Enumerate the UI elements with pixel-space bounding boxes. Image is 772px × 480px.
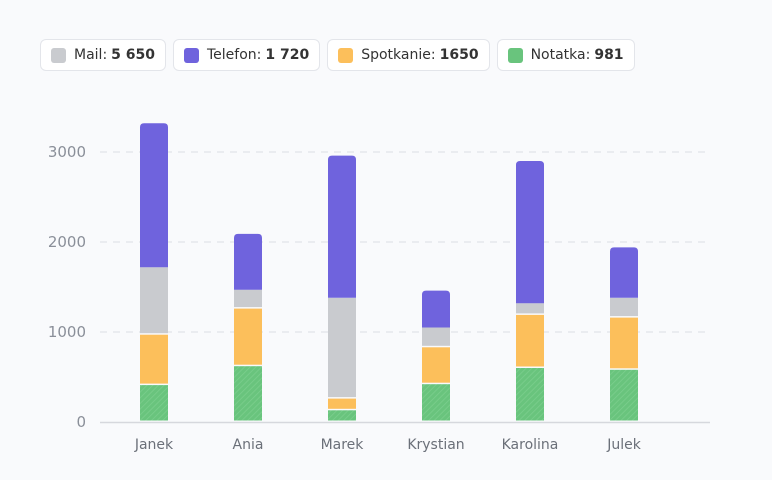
legend-item-telefon[interactable]: Telefon: 1 720	[173, 39, 321, 71]
bar-segment-notatka	[234, 366, 262, 421]
legend-item-mail[interactable]: Mail: 5 650	[40, 39, 166, 71]
legend-label: Spotkanie:	[361, 47, 436, 63]
bar-segment-mail	[234, 289, 262, 308]
x-category-label: Julek	[606, 437, 642, 453]
x-category-label: Krystian	[407, 437, 464, 453]
bar-segment-telefon	[610, 247, 638, 298]
bar-segment-notatka	[422, 384, 450, 421]
legend-label: Mail:	[74, 47, 108, 63]
bar-segment-mail	[610, 297, 638, 317]
legend-label: Telefon:	[207, 47, 262, 63]
mail-swatch	[51, 47, 66, 63]
y-tick-label: 0	[76, 413, 86, 431]
bar-segment-spotkanie	[140, 334, 168, 384]
bar-segment-spotkanie	[422, 347, 450, 383]
bar-segment-mail	[516, 303, 544, 314]
bar-segment-spotkanie	[516, 314, 544, 367]
spotkanie-swatch	[338, 47, 354, 63]
legend-item-spotkanie[interactable]: Spotkanie: 1650	[327, 39, 490, 71]
bar-segment-telefon	[422, 290, 450, 328]
bar-segment-notatka	[140, 385, 168, 421]
bar-segment-spotkanie	[610, 317, 638, 369]
bar-segment-telefon	[234, 233, 262, 290]
x-category-label: Karolina	[502, 437, 559, 453]
x-category-label: Ania	[233, 437, 264, 453]
legend-value: 1650	[439, 47, 479, 63]
legend-value: 1 720	[265, 47, 310, 63]
bar-segment-telefon	[328, 155, 356, 298]
legend-label: Notatka:	[530, 47, 591, 63]
legend-item-notatka[interactable]: Notatka: 981	[496, 39, 635, 71]
bar-segment-telefon	[516, 161, 544, 304]
y-tick-label: 3000	[48, 143, 86, 161]
bar-segment-notatka	[328, 410, 356, 421]
x-category-label: Janek	[134, 437, 174, 453]
bar-segment-spotkanie	[328, 398, 356, 409]
bar-segment-notatka	[610, 369, 638, 421]
legend: Mail: 5 650 Telefon: 1 720 Spotkanie: 1650 …	[40, 39, 635, 71]
bar-segment-mail	[140, 267, 168, 334]
y-tick-label: 1000	[48, 323, 86, 341]
bar-segment-spotkanie	[234, 308, 262, 365]
telefon-swatch	[184, 47, 199, 63]
legend-value: 981	[594, 47, 624, 63]
y-tick-label: 2000	[48, 233, 86, 251]
legend-value: 5 650	[111, 47, 155, 63]
bar-segment-telefon	[140, 123, 168, 268]
x-category-label: Marek	[321, 437, 365, 453]
bar-segment-notatka	[516, 368, 544, 421]
bar-segment-mail	[422, 327, 450, 346]
notatka-swatch	[507, 47, 523, 63]
bar-segment-mail	[328, 297, 356, 398]
